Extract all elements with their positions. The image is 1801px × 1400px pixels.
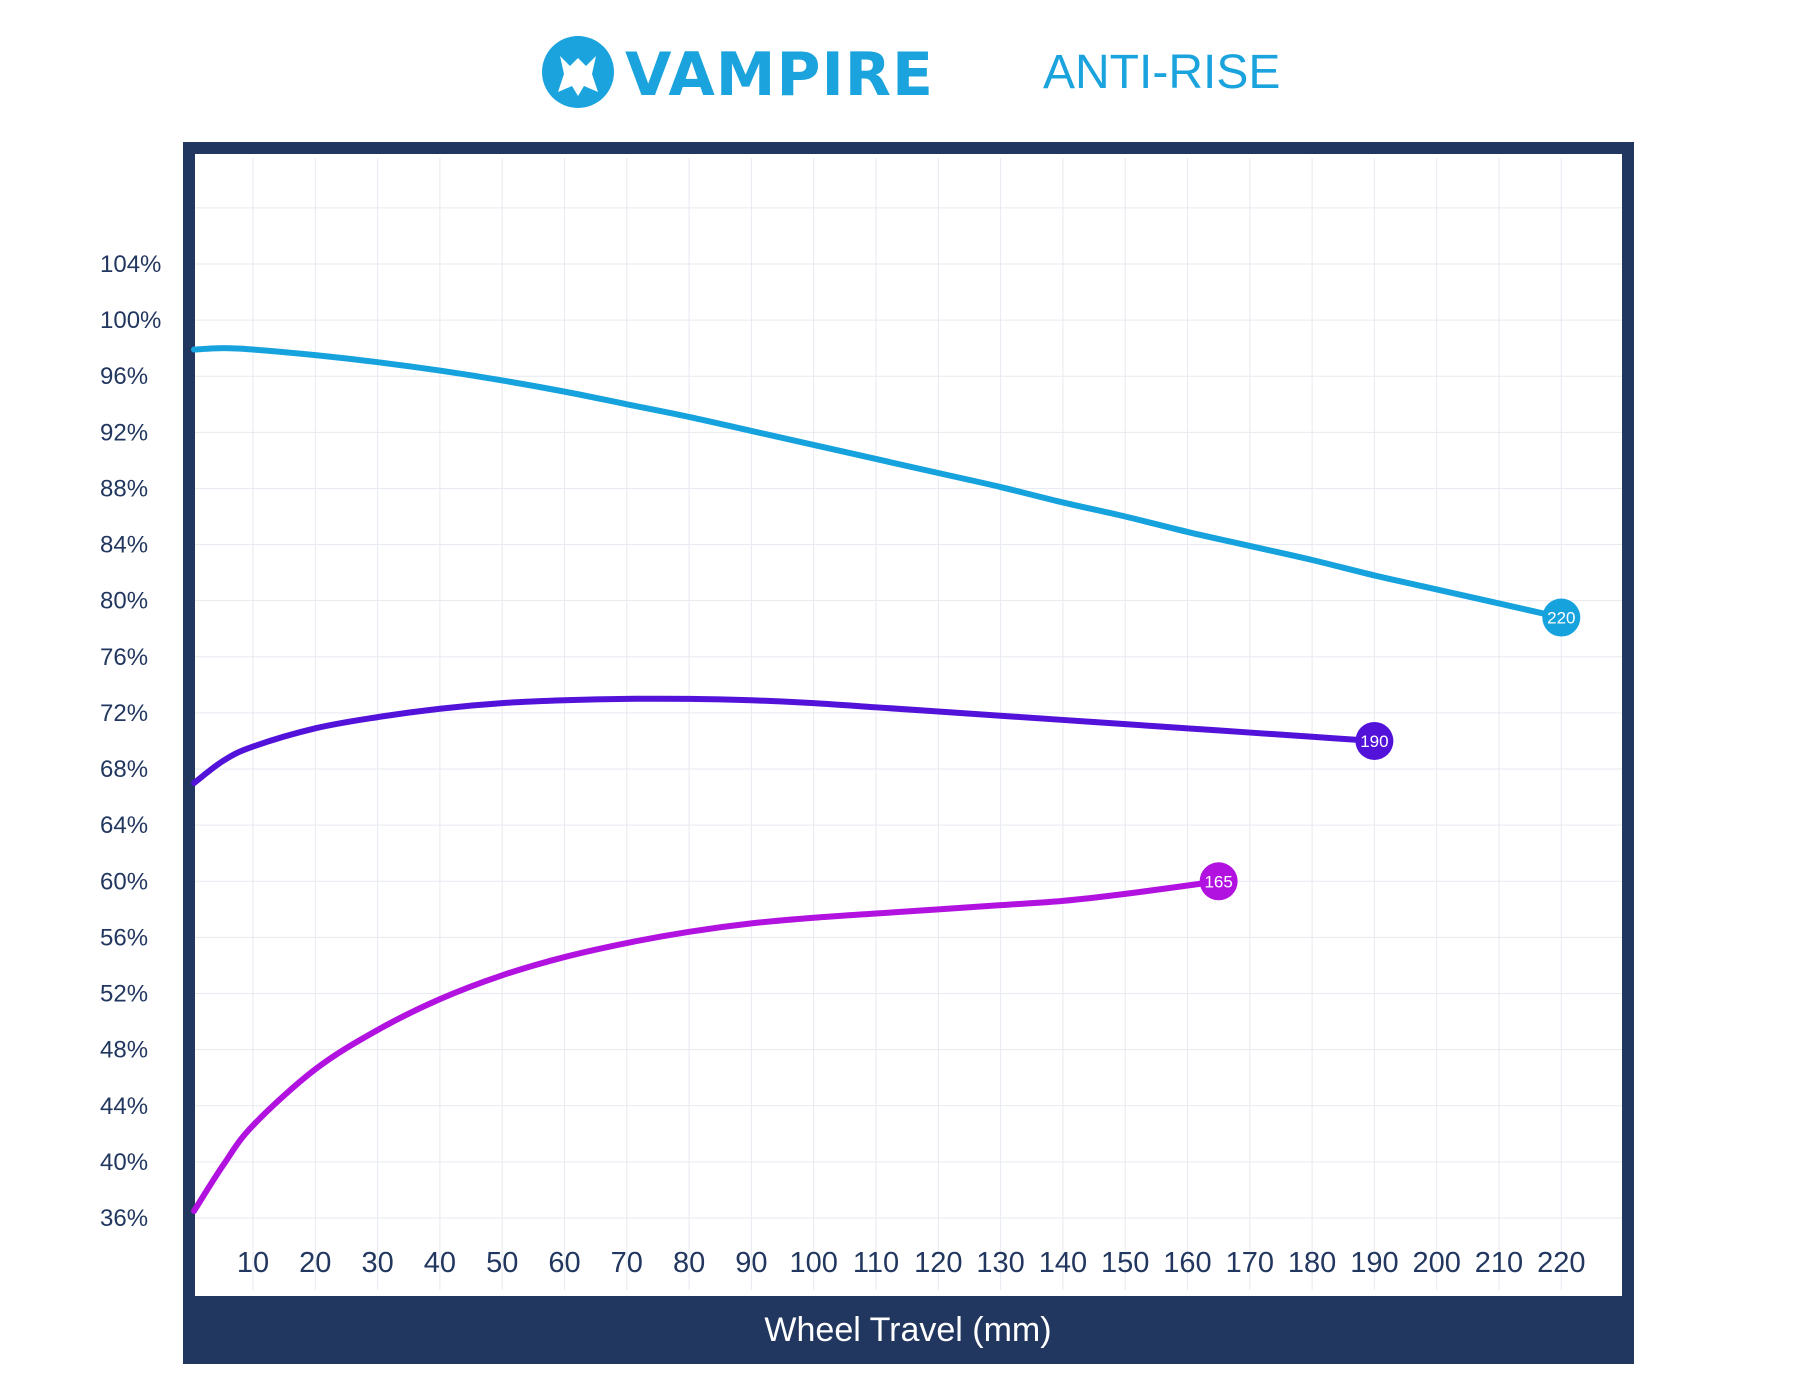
chart-subtitle: ANTI-RISE [1043,46,1280,99]
y-tick-label: 104% [100,251,161,278]
y-tick-label: 88% [100,475,148,502]
series-end-label-165: 165 [1204,872,1232,891]
x-tick-label: 20 [299,1247,331,1279]
series-line-220 [191,345,1565,621]
brand-name: VAMPIRE [625,40,934,110]
series-line-165 [191,878,1222,1214]
x-axis-label-bar [183,1296,1634,1362]
y-tick-label: 100% [100,307,161,334]
y-tick-label: 76% [100,644,148,671]
y-tick-label: 96% [100,363,148,390]
y-tick-label: 52% [100,981,148,1008]
x-tick-label: 200 [1413,1247,1461,1279]
x-tick-label: 90 [735,1247,767,1279]
y-tick-label: 40% [100,1149,148,1176]
x-tick-label: 80 [673,1247,705,1279]
x-tick-label: 30 [361,1247,393,1279]
x-tick-label: 110 [853,1247,899,1279]
y-tick-label: 48% [100,1037,148,1064]
x-tick-label: 140 [1039,1247,1087,1279]
y-tick-label: 56% [100,924,148,951]
y-axis-ticks: 104% 100% 96% 92% 88% 84% 80% 76% 72% 68% 64% 60% 56… [100,251,161,1232]
series-end-marker-165 [1199,862,1238,901]
x-tick-label: 130 [976,1247,1024,1279]
series-line-190 [191,695,1378,787]
x-tick-label: 170 [1226,1247,1274,1279]
bat-logo-icon [542,36,614,108]
y-tick-label: 92% [100,419,148,446]
y-tick-label: 64% [100,812,148,839]
x-tick-label: 220 [1537,1247,1585,1279]
x-axis-ticks: 10 20 30 40 50 60 70 80 90 100 110 120 130 140 150 160 1… [237,1247,1586,1279]
y-tick-label: 84% [100,532,148,559]
brand-logo: VAMPIRE [542,36,934,110]
series-end-marker-190 [1355,721,1394,760]
y-tick-label: 60% [100,868,148,895]
x-tick-label: 50 [486,1247,518,1279]
x-tick-label: 210 [1475,1247,1523,1279]
chart-frame [183,142,1634,1364]
x-tick-label: 10 [237,1247,269,1279]
y-tick-label: 68% [100,756,148,783]
x-tick-label: 40 [424,1247,456,1279]
x-tick-label: 70 [611,1247,643,1279]
grid-lines [195,158,1622,1290]
y-tick-label: 72% [100,700,148,727]
x-tick-label: 100 [790,1247,838,1279]
x-axis-label: Wheel Travel (mm) [764,1311,1051,1349]
x-tick-label: 150 [1101,1247,1149,1279]
y-tick-label: 36% [100,1205,148,1232]
series-end-marker-220 [1542,598,1581,637]
x-tick-label: 120 [914,1247,962,1279]
x-tick-label: 160 [1163,1247,1211,1279]
y-tick-label: 44% [100,1093,148,1120]
series-end-label-190: 190 [1360,732,1388,751]
x-tick-label: 190 [1350,1247,1398,1279]
x-tick-label: 180 [1288,1247,1336,1279]
series-lines: 220 190 165 [191,345,1581,1214]
series-end-label-220: 220 [1547,609,1575,628]
x-tick-label: 60 [548,1247,580,1279]
y-tick-label: 80% [100,588,148,615]
